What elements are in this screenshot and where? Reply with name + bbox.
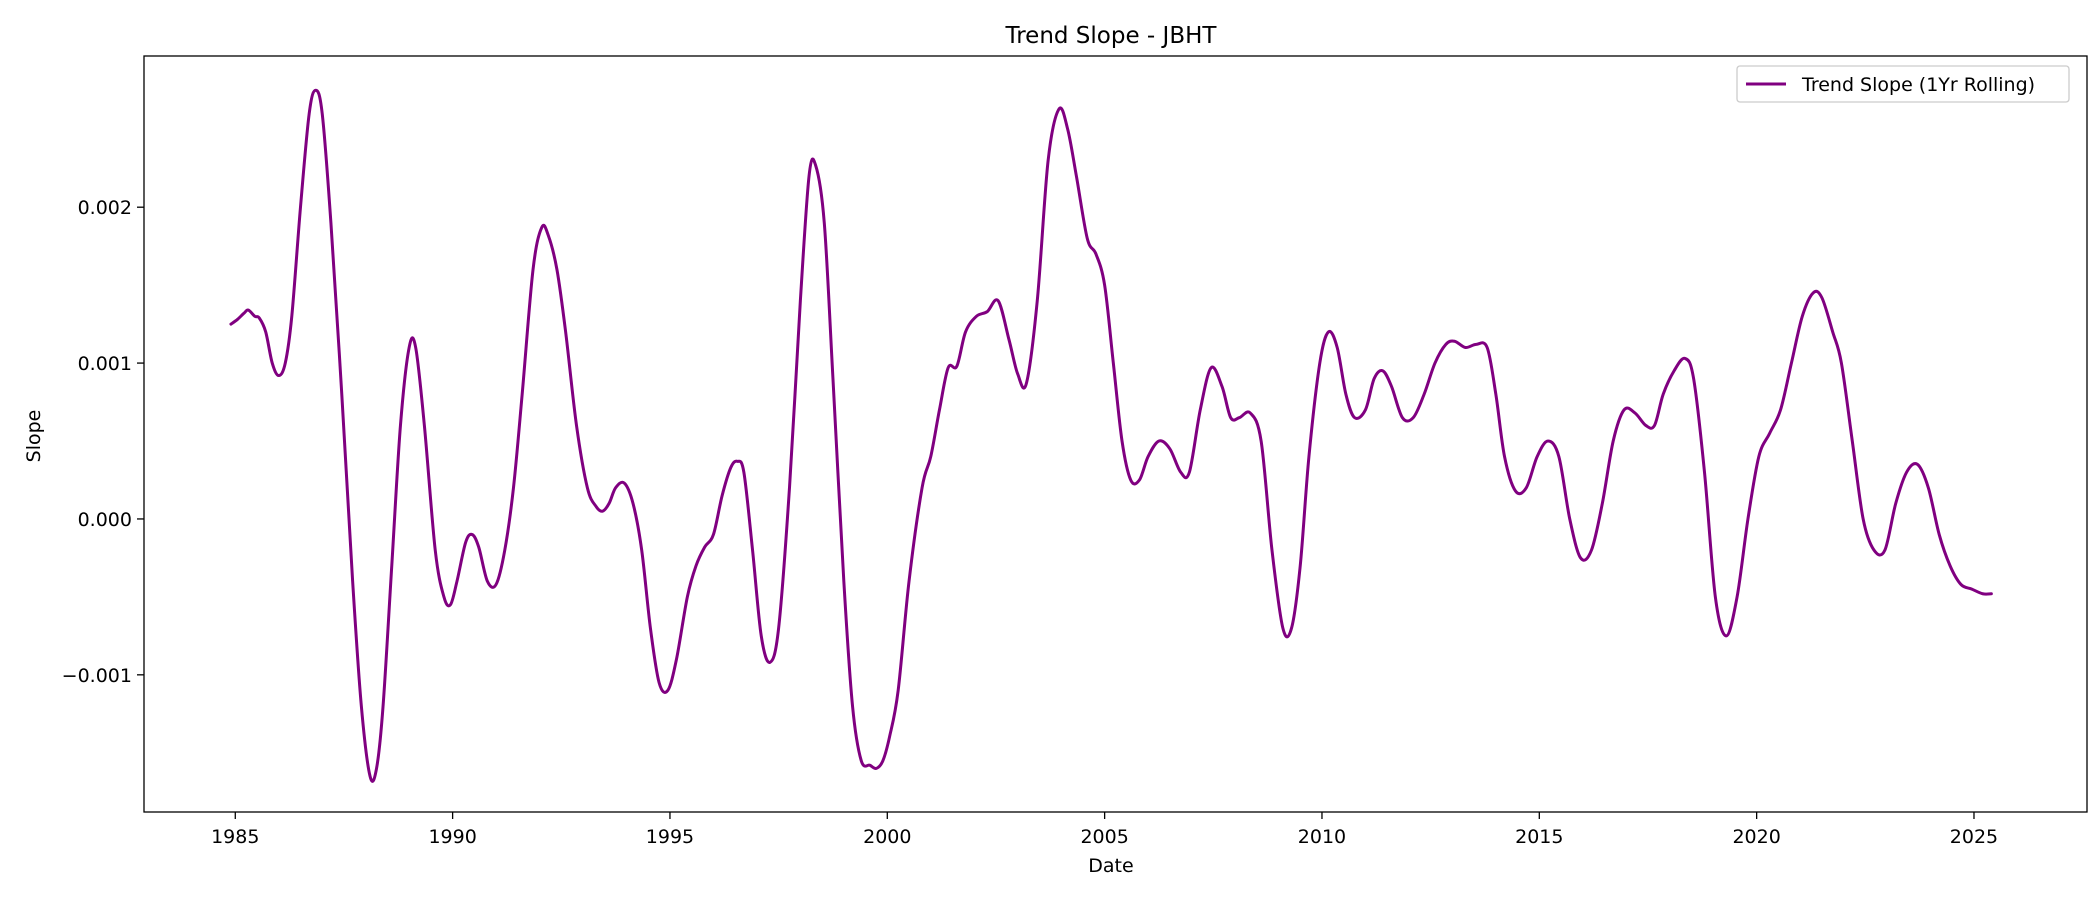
y-axis-label: Slope xyxy=(23,410,45,463)
x-tick-label: 1995 xyxy=(646,826,694,848)
legend: Trend Slope (1Yr Rolling) xyxy=(1736,65,2070,103)
x-tick-label: 2015 xyxy=(1515,826,1563,848)
series-line-0 xyxy=(229,88,1993,783)
chart-title: Trend Slope - JBHT xyxy=(1005,23,1218,49)
y-axis-ticks: −0.001 0.000 0.001 0.002 xyxy=(62,197,144,687)
x-tick-label: 1985 xyxy=(211,826,259,848)
y-tick-label: 0.002 xyxy=(78,197,132,219)
series-lines xyxy=(229,88,1993,783)
x-tick-label: 2025 xyxy=(1950,826,1998,848)
legend-box xyxy=(1736,65,2070,103)
x-tick-label: 2010 xyxy=(1298,826,1346,848)
legend-label: Trend Slope (1Yr Rolling) xyxy=(1801,74,2035,96)
x-tick-label: 2020 xyxy=(1732,826,1780,848)
x-axis-ticks: 1985 1990 1995 2000 2005 2010 2015 2020 2025 xyxy=(211,812,1998,848)
y-tick-label: −0.001 xyxy=(62,665,132,687)
x-tick-label: 2005 xyxy=(1080,826,1128,848)
plot-area xyxy=(143,55,2088,813)
x-tick-label: 2000 xyxy=(863,826,911,848)
x-axis-label: Date xyxy=(1088,855,1133,877)
y-tick-label: 0.000 xyxy=(78,509,132,531)
x-tick-label: 1990 xyxy=(428,826,476,848)
y-tick-label: 0.001 xyxy=(78,353,132,375)
